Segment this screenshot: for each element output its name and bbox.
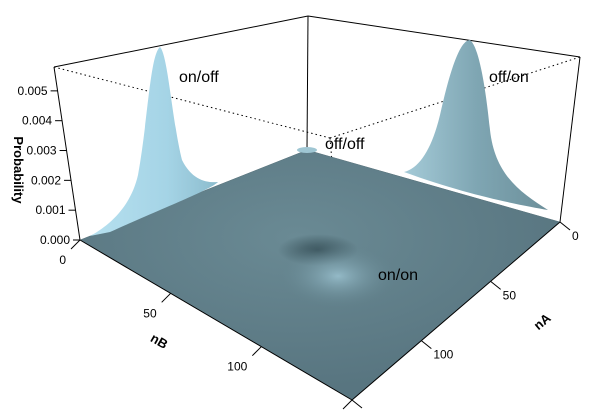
peak-off-on [404, 40, 548, 210]
nb-tick-label: 100 [227, 360, 247, 374]
nb-tick [161, 292, 172, 303]
nb-axis: 0 50 100 [59, 239, 353, 410]
na-tick [490, 280, 501, 290]
z-tick-label: 0.000 [40, 233, 70, 247]
z-tick-label: 0.002 [31, 173, 61, 187]
z-tick-label: 0.001 [35, 203, 65, 217]
nb-tick [70, 239, 81, 250]
annotation-on-on: on/on [378, 267, 418, 284]
annotation-off-on: off/on [489, 69, 529, 86]
na-tick [421, 340, 432, 350]
annotation-off-off: off/off [325, 136, 365, 153]
nb-tick [342, 399, 353, 410]
na-tick-label: 50 [503, 288, 517, 302]
front-edges [79, 221, 561, 401]
nb-tick-label: 0 [59, 253, 66, 267]
peak-off-off [297, 147, 317, 153]
z-tick-label: 0.003 [27, 144, 57, 158]
z-axis-title: Probability [11, 136, 26, 204]
nb-axis-title: nB [148, 330, 171, 352]
z-tick-label: 0.005 [18, 84, 48, 98]
z-tick-label: 0.004 [22, 114, 52, 128]
na-tick [559, 221, 571, 231]
z-axis: 0.000 0.001 0.002 0.003 0.004 0.005 [18, 84, 80, 247]
annotation-on-off: on/off [179, 69, 219, 86]
na-axis-title: nA [531, 310, 554, 333]
peak-on-off [90, 47, 218, 236]
box-frame [53, 15, 581, 241]
na-tick [351, 399, 363, 409]
nb-tick [251, 346, 262, 357]
surface-onon-glow [276, 242, 400, 310]
na-tick-label: 0 [572, 229, 579, 243]
na-tick-label: 100 [433, 348, 453, 362]
nb-tick-label: 50 [143, 306, 157, 320]
na-axis: 0 50 100 [351, 221, 579, 409]
